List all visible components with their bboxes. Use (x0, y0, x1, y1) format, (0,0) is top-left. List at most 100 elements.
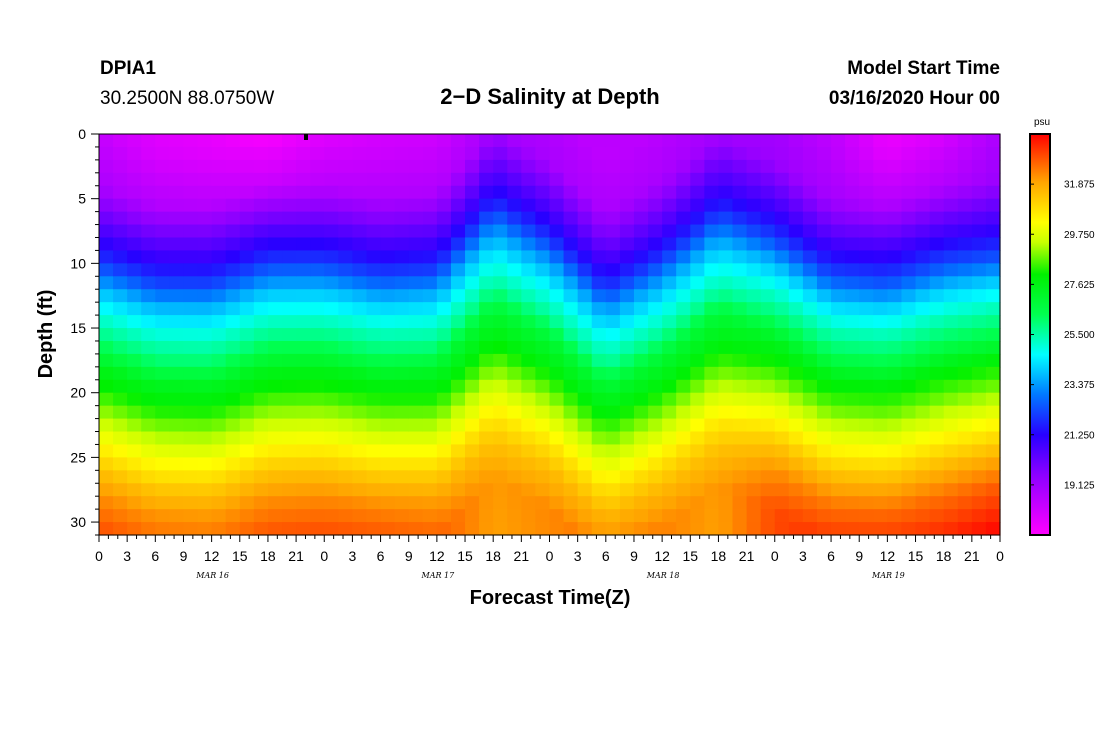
heatmap-cell (605, 522, 621, 536)
heatmap-cell (943, 302, 959, 316)
heatmap-cell (549, 366, 565, 381)
heatmap-cell (760, 185, 776, 200)
heatmap-cell (563, 302, 579, 316)
heatmap-cell (338, 444, 354, 458)
heatmap-cell (704, 457, 720, 471)
heatmap-cell (732, 353, 748, 368)
heatmap-cell (704, 276, 720, 290)
heatmap-cell (901, 457, 917, 471)
heatmap-cell (99, 522, 114, 536)
heatmap-cell (971, 185, 987, 200)
heatmap-cell (422, 353, 438, 368)
heatmap-cell (282, 328, 297, 342)
heatmap-cell (633, 224, 649, 239)
heatmap-cell (760, 198, 776, 213)
heatmap-cell (873, 146, 888, 161)
heatmap-cell (732, 483, 748, 497)
heatmap-cell (662, 470, 677, 484)
heatmap-cell (324, 470, 339, 484)
heatmap-cell (802, 185, 818, 200)
heatmap-cell (465, 146, 480, 161)
heatmap-cell (436, 146, 452, 161)
heatmap-cell (690, 431, 705, 446)
heatmap-cell (253, 522, 269, 536)
heatmap-cell (929, 340, 945, 355)
heatmap-cell (549, 315, 565, 329)
heatmap-cell (479, 496, 494, 510)
heatmap-cell (450, 444, 466, 458)
heatmap-cell (169, 496, 185, 510)
heatmap-cell (676, 509, 691, 523)
heatmap-cell (676, 328, 691, 342)
heatmap-cell (282, 185, 297, 200)
heatmap-cell (633, 302, 649, 316)
heatmap-cell (859, 496, 874, 510)
heatmap-cell (887, 457, 903, 471)
heatmap-cell (267, 366, 283, 381)
heatmap-cell (760, 457, 776, 471)
heatmap-cell (788, 134, 804, 148)
heatmap-cell (253, 483, 269, 497)
heatmap-cell (760, 405, 776, 420)
heatmap-cell (183, 134, 199, 148)
heatmap-cell (943, 250, 959, 264)
heatmap-cell (760, 379, 776, 394)
heatmap-cell (338, 328, 354, 342)
heatmap-cell (338, 211, 354, 226)
heatmap-cell (915, 289, 931, 303)
heatmap-cell (450, 185, 466, 200)
heatmap-cell (732, 159, 748, 174)
heatmap-cell (296, 211, 311, 226)
heatmap-cell (169, 418, 185, 433)
heatmap-cell (845, 353, 860, 368)
heatmap-cell (845, 237, 860, 252)
heatmap-cell (169, 366, 185, 381)
heatmap-cell (127, 431, 142, 446)
heatmap-cell (985, 302, 1001, 316)
heatmap-cell (802, 379, 818, 394)
heatmap-cell (577, 224, 593, 239)
heatmap-cell (113, 146, 128, 161)
heatmap-cell (394, 379, 410, 394)
heatmap-cell (633, 289, 649, 303)
heatmap-cell (225, 353, 241, 368)
heatmap-cell (408, 418, 424, 433)
heatmap-cell (155, 392, 170, 407)
heatmap-cell (282, 263, 297, 277)
heatmap-cell (183, 289, 199, 303)
heatmap-cell (450, 392, 466, 407)
heatmap-cell (493, 509, 508, 523)
heatmap-cell (690, 328, 705, 342)
heatmap-cell (591, 172, 607, 187)
heatmap-cell (366, 224, 382, 239)
heatmap-cell (605, 483, 621, 497)
heatmap-cell (887, 392, 903, 407)
heatmap-cell (985, 509, 1001, 523)
heatmap-cell (521, 302, 537, 316)
heatmap-cell (127, 353, 142, 368)
heatmap-cell (380, 172, 396, 187)
heatmap-cell (831, 302, 846, 316)
heatmap-cell (662, 366, 677, 381)
heatmap-cell (267, 315, 283, 329)
heatmap-cell (929, 444, 945, 458)
heatmap-cell (802, 405, 818, 420)
heatmap-cell (324, 237, 339, 252)
heatmap-cell (127, 198, 142, 213)
heatmap-cell (788, 224, 804, 239)
heatmap-cell (296, 457, 311, 471)
heatmap-cell (662, 457, 677, 471)
heatmap-cell (816, 340, 832, 355)
heatmap-cell (211, 146, 227, 161)
heatmap-cell (633, 522, 649, 536)
heatmap-cell (873, 496, 888, 510)
heatmap-cell (296, 392, 311, 407)
heatmap-cell (605, 315, 621, 329)
heatmap-cell (507, 405, 522, 420)
heatmap-cell (436, 405, 452, 420)
x-tick-label: 21 (288, 548, 304, 564)
heatmap-cell (408, 211, 424, 226)
heatmap-cell (479, 276, 494, 290)
heatmap-cell (436, 457, 452, 471)
heatmap-cell (169, 328, 185, 342)
